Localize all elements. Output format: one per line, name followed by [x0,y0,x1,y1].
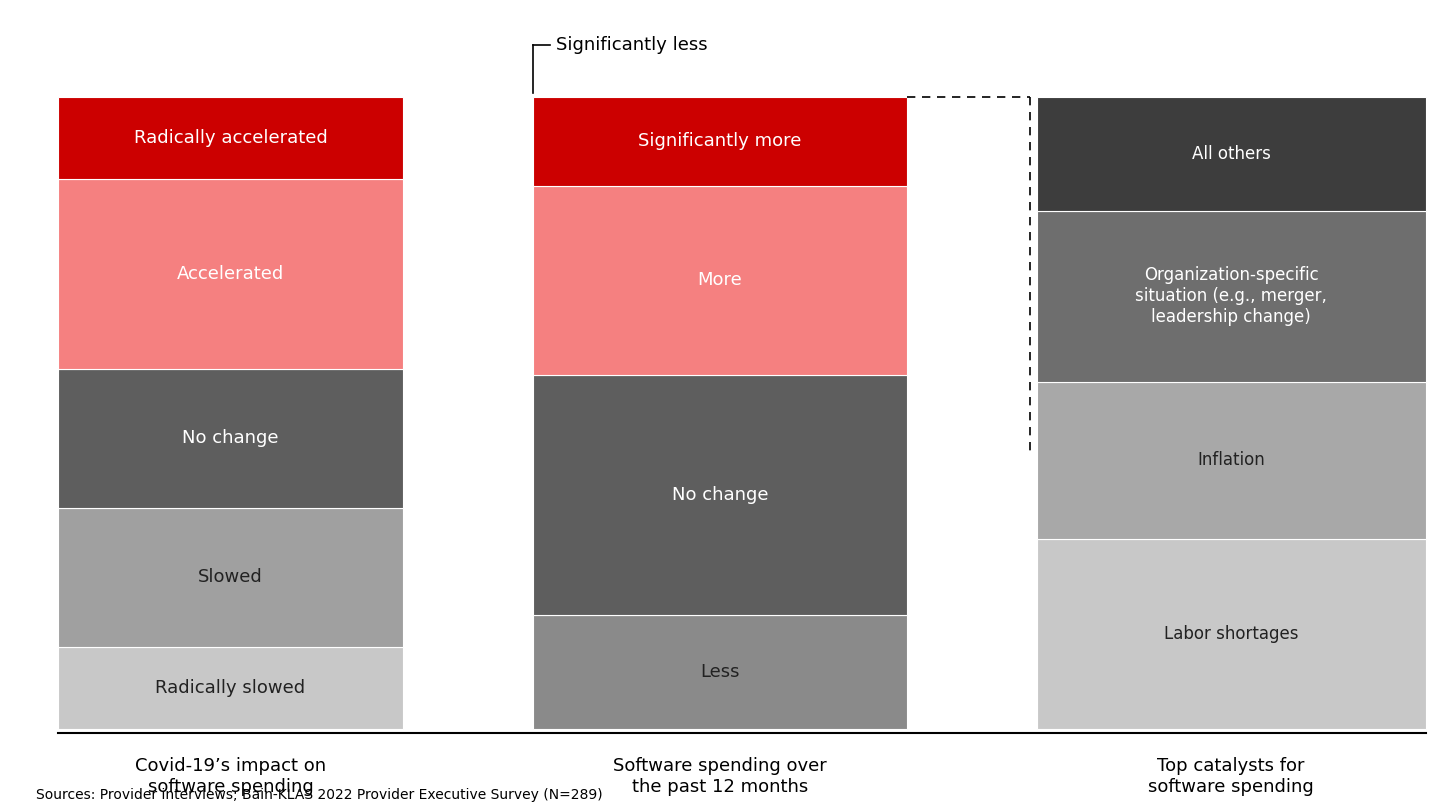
Text: Labor shortages: Labor shortages [1164,625,1299,643]
Text: Accelerated: Accelerated [177,265,284,284]
Bar [58,508,403,647]
Bar [533,97,907,185]
Text: Slowed: Slowed [199,569,262,586]
Text: Top catalysts for
software spending: Top catalysts for software spending [1148,757,1315,796]
Bar [58,647,403,729]
Bar [1037,539,1426,729]
Bar [58,97,403,179]
Text: Software spending over
the past 12 months: Software spending over the past 12 month… [613,757,827,796]
Text: All others: All others [1192,145,1270,163]
Text: Sources: Provider interviews; Bain-KLAS 2022 Provider Executive Survey (N=289): Sources: Provider interviews; Bain-KLAS … [36,788,602,802]
Bar [1037,211,1426,382]
Bar [1037,382,1426,539]
Text: Radically slowed: Radically slowed [156,679,305,697]
Text: Significantly less: Significantly less [556,36,707,53]
Text: Significantly more: Significantly more [638,132,802,151]
Bar [58,369,403,508]
Text: Radically accelerated: Radically accelerated [134,130,327,147]
Text: No change: No change [181,429,279,447]
Bar [533,616,907,729]
Bar [1037,97,1426,211]
Text: Less: Less [700,663,740,681]
Bar [533,375,907,616]
Bar [533,185,907,375]
Text: Organization-specific
situation (e.g., merger,
leadership change): Organization-specific situation (e.g., m… [1135,266,1328,326]
Text: Inflation: Inflation [1197,451,1266,470]
Text: Covid-19’s impact on
software spending: Covid-19’s impact on software spending [135,757,325,796]
Bar [58,179,403,369]
Text: More: More [697,271,743,289]
Text: No change: No change [671,486,769,505]
